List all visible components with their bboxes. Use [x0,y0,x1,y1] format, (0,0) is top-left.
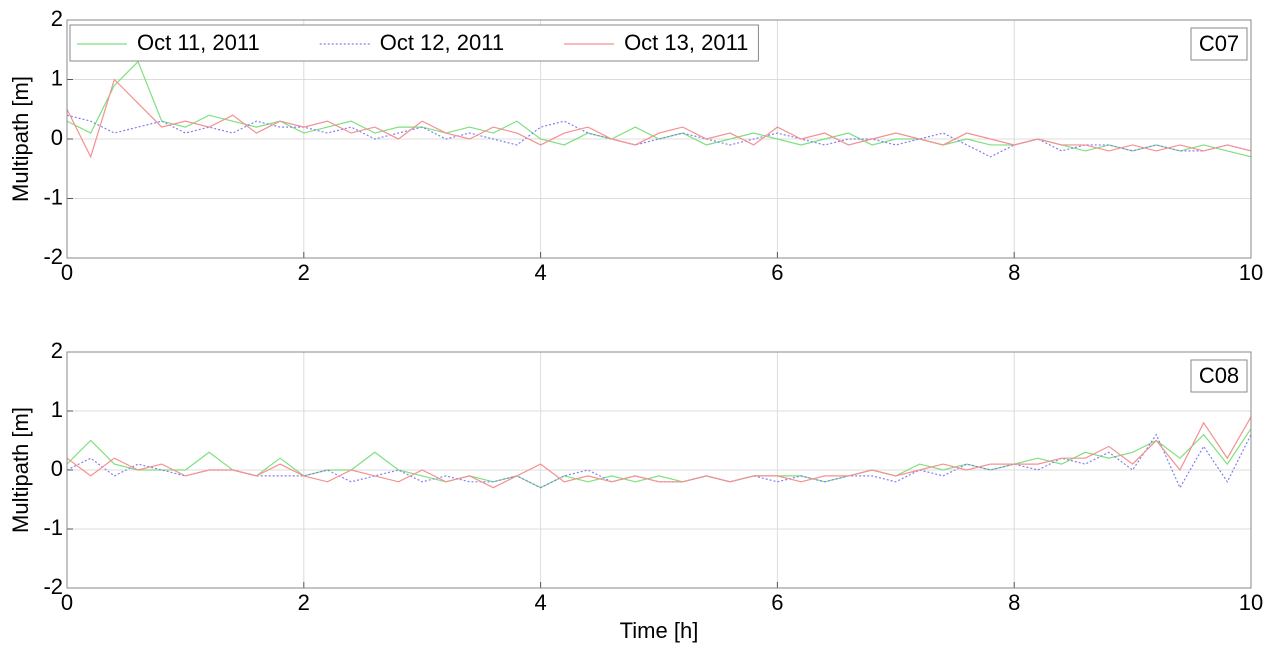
y-tick-label: -1 [43,515,63,540]
legend-box [69,24,759,62]
plot-border [66,19,1252,259]
y-tick-label: -2 [43,574,63,599]
legend-label: Oct 11, 2011 [137,30,260,55]
y-tick-label: -2 [43,244,63,269]
series-line [66,78,1252,159]
y-tick-label: 1 [51,65,63,90]
legend: Oct 11, 2011 Oct 12, 2011 Oct 13, 2011 [69,24,759,62]
series-line [66,114,1252,158]
x-tick-label: 2 [298,260,310,285]
x-tick-label: 10 [1239,260,1263,285]
x-tick-label: 4 [534,260,546,285]
x-tick-label: 6 [771,260,783,285]
annotation: C07 [1199,31,1239,56]
x-tick-label: 6 [771,590,783,615]
x-tick-label: 10 [1239,590,1263,615]
y-tick-label: 0 [51,125,63,150]
series-line [66,416,1252,489]
series-line [66,433,1252,490]
y-tick-label: 1 [51,397,63,422]
annotation-box [1190,27,1248,61]
y-tick-label: -1 [43,184,63,209]
y-axis-label: Multipath [m] [8,407,33,533]
x-tick-label: 4 [534,590,546,615]
x-tick-label: 8 [1008,590,1020,615]
x-axis-label: Time [h] [620,618,699,643]
y-axis-label: Multipath [m] [8,76,33,202]
legend-label: Oct 12, 2011 [380,30,504,55]
annotation-box [1190,359,1248,393]
x-tick-label: 2 [298,590,310,615]
plot-border [66,351,1252,589]
y-tick-label: 0 [51,456,63,481]
annotation: C08 [1199,363,1239,388]
legend-label: Oct 13, 2011 [624,30,748,55]
x-tick-label: 0 [61,260,73,285]
y-tick-label: 2 [51,6,63,31]
x-tick-label: 8 [1008,260,1020,285]
x-tick-label: 0 [61,590,73,615]
y-tick-label: 2 [51,338,63,363]
